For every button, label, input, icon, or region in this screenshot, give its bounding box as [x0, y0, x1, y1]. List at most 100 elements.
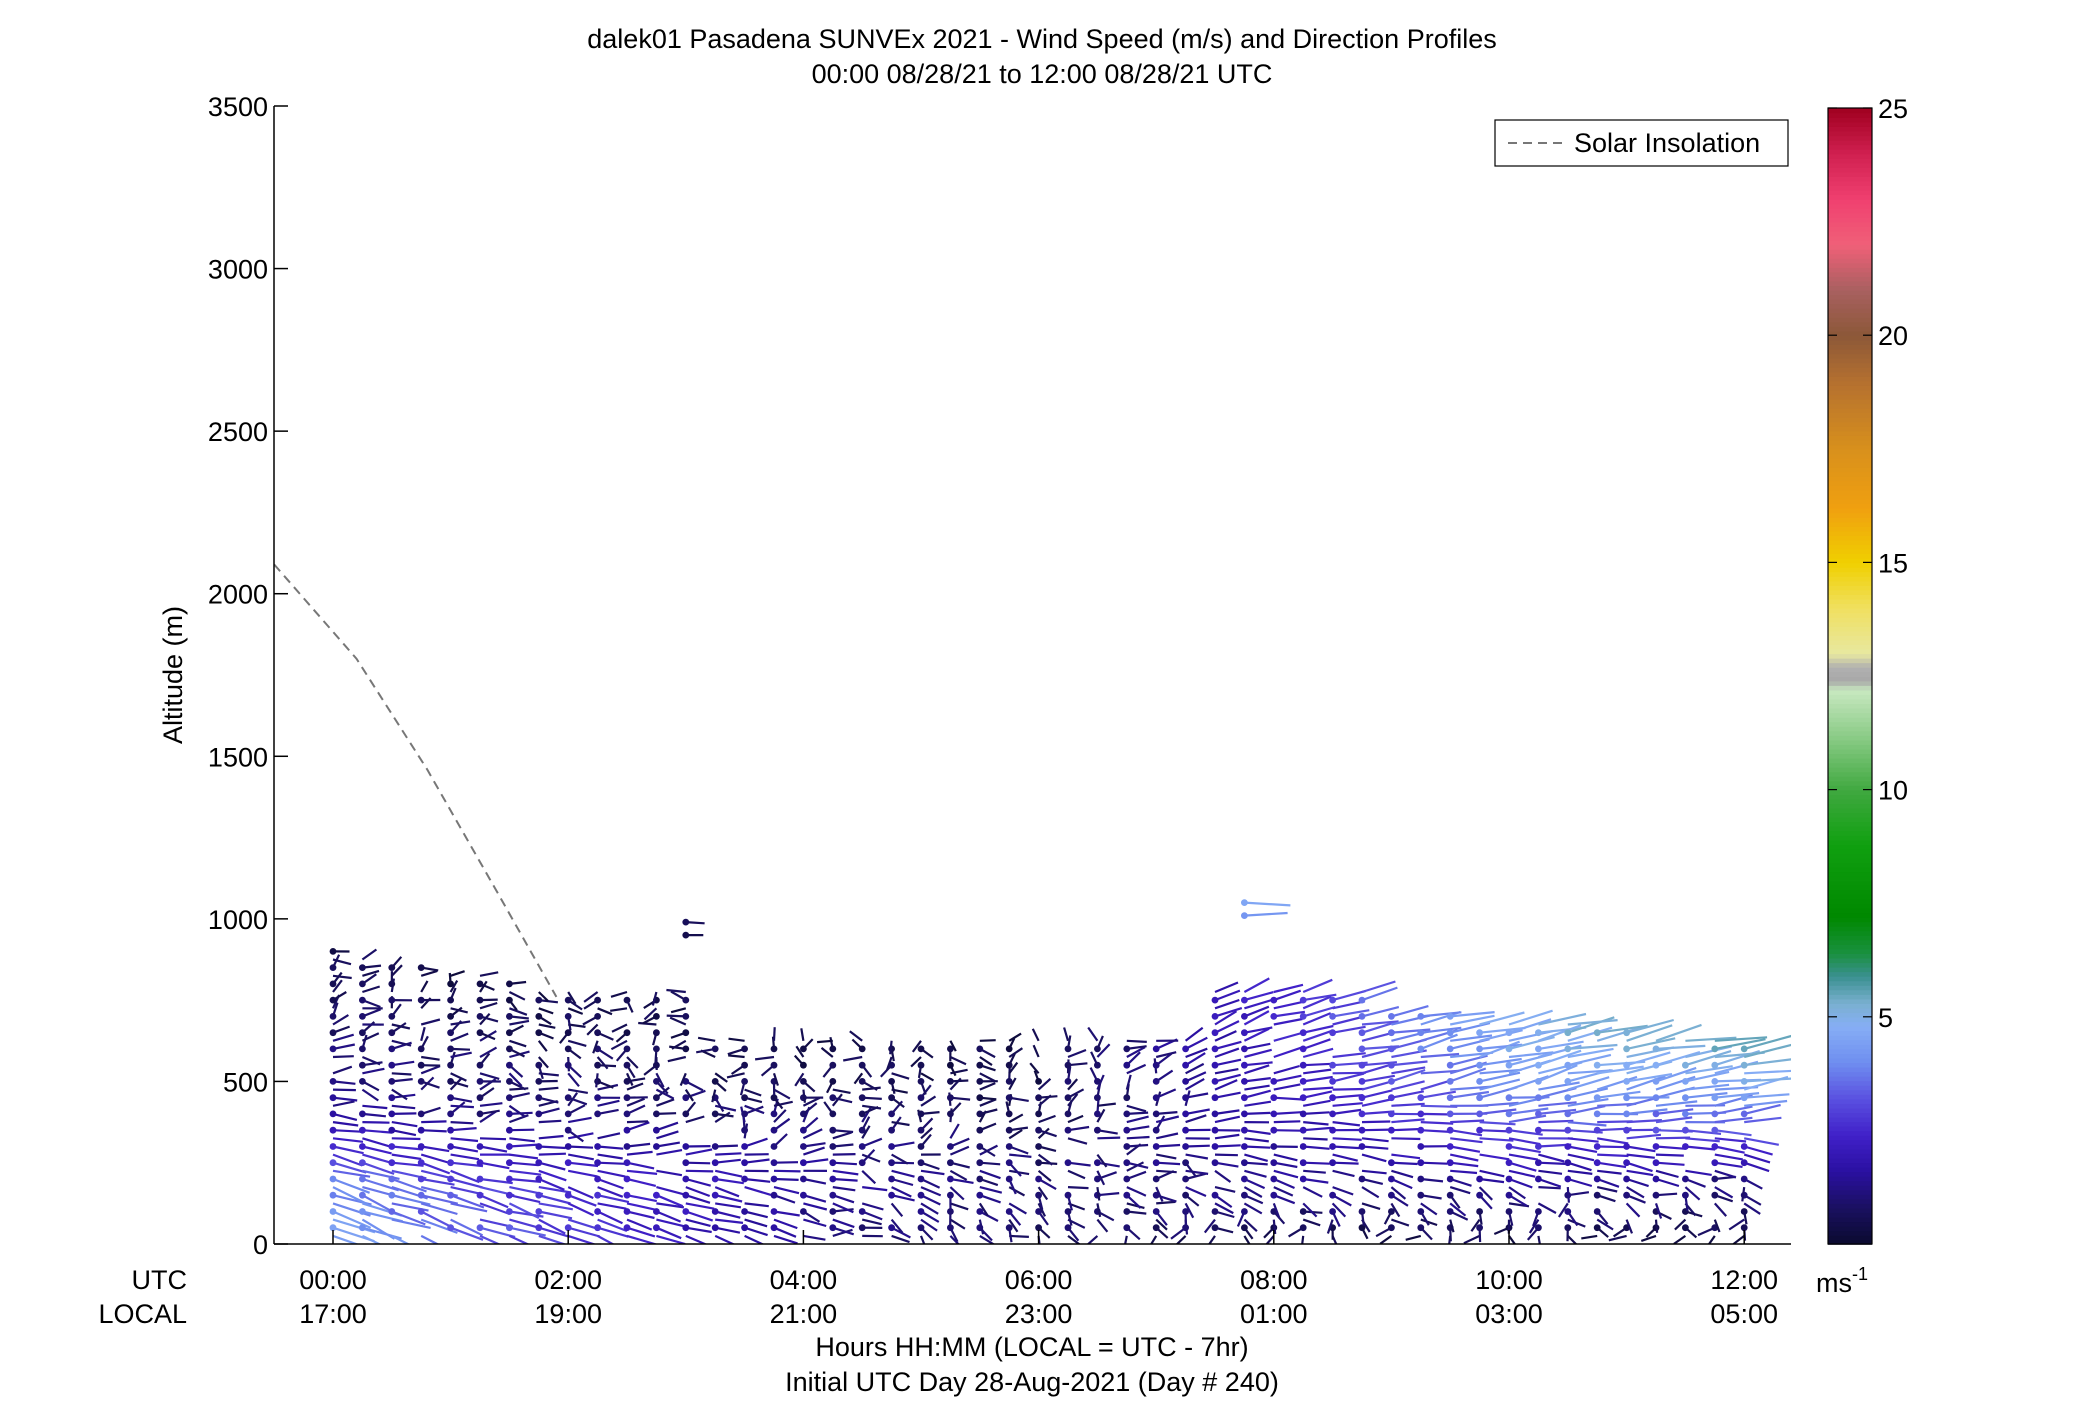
colorbar-segment: [1828, 485, 1872, 491]
wind-barb-dot: [564, 1126, 572, 1134]
wind-barb: [1272, 1203, 1281, 1219]
colorbar-segment: [1828, 780, 1872, 786]
wind-barb: [391, 1137, 421, 1141]
wind-barb-dot: [623, 1126, 631, 1134]
wind-barb: [479, 1226, 516, 1239]
wind-barb: [1714, 1153, 1743, 1161]
wind-barb: [744, 1226, 768, 1237]
wind-barb: [1655, 1116, 1693, 1124]
wind-barb: [655, 1072, 665, 1088]
wind-barb: [595, 1073, 599, 1088]
wind-barb-dot: [682, 996, 690, 1004]
wind-barb: [1626, 1119, 1662, 1124]
wind-barb-dot: [1241, 1013, 1248, 1020]
colorbar-segment: [1828, 1021, 1872, 1027]
wind-barb-dot: [329, 1094, 337, 1102]
colorbar-segment: [1828, 653, 1872, 659]
wind-barb: [754, 1055, 775, 1061]
wind-barb: [479, 1001, 498, 1010]
wind-barb: [362, 969, 380, 977]
wind-barb-dot: [476, 1061, 484, 1069]
wind-barb: [1156, 1143, 1181, 1148]
wind-barb: [1303, 1161, 1330, 1165]
wind-barb: [832, 1186, 856, 1192]
wind-barb: [802, 1128, 823, 1140]
wind-barb-dot: [1593, 1094, 1601, 1102]
wind-barb: [714, 1072, 728, 1083]
wind-barb-dot: [1740, 1078, 1748, 1085]
colorbar-segment: [1828, 1144, 1872, 1150]
wind-barb: [1567, 1153, 1595, 1162]
wind-barb-dot: [1593, 1029, 1601, 1037]
wind-barb-dot: [1094, 1175, 1101, 1183]
y-axis-label: Altitude (m): [158, 606, 188, 744]
wind-barb-dot: [1417, 1029, 1425, 1037]
wind-barb: [568, 1153, 594, 1161]
wind-barb: [685, 1161, 711, 1165]
colorbar-segment: [1828, 348, 1872, 355]
wind-barb: [420, 1194, 459, 1205]
wind-barb-dot: [1299, 1013, 1307, 1020]
wind-barb-dot: [359, 1208, 366, 1215]
wind-barb: [1538, 1049, 1582, 1067]
wind-barb: [1185, 1047, 1208, 1059]
colorbar-segment: [1828, 162, 1872, 168]
wind-barb: [626, 1056, 639, 1069]
wind-barb: [450, 1051, 472, 1059]
wind-barb-dot: [1299, 1175, 1307, 1183]
colorbar-segment: [1828, 698, 1872, 705]
wind-barb: [538, 1007, 554, 1015]
wind-barb-dot: [359, 1143, 366, 1150]
wind-barb-dot: [1388, 1175, 1395, 1183]
wind-barb: [832, 1218, 855, 1229]
colorbar-segment: [1828, 830, 1872, 836]
colorbar-segment: [1828, 453, 1872, 459]
wind-barb: [1244, 1048, 1272, 1059]
wind-barb: [509, 1143, 539, 1148]
wind-barb: [1567, 1161, 1592, 1172]
wind-barb: [509, 1153, 539, 1160]
wind-barb: [1332, 1153, 1358, 1162]
wind-barb-dot: [1476, 1029, 1483, 1037]
wind-barb-dot: [564, 1110, 572, 1118]
wind-barb: [509, 1169, 542, 1176]
wind-barb: [772, 1072, 779, 1086]
wind-barb: [1067, 1137, 1088, 1145]
colorbar-segment: [1828, 598, 1872, 605]
wind-barb: [1463, 1234, 1481, 1244]
wind-barb: [1450, 1137, 1483, 1144]
wind-barb: [1479, 1071, 1521, 1083]
wind-barb: [1470, 1218, 1481, 1232]
wind-barb-dot: [1711, 1126, 1719, 1134]
wind-barb-dot: [1446, 1175, 1454, 1183]
wind-barb-dot: [1623, 1143, 1630, 1150]
colorbar-segment: [1828, 189, 1872, 196]
wind-barb-dot: [888, 1159, 895, 1167]
wind-barb: [1714, 1105, 1753, 1115]
colorbar-segment: [1828, 607, 1872, 614]
wind-barb: [450, 1145, 479, 1153]
wind-barb: [1185, 1108, 1210, 1115]
wind-barb-dot: [1329, 1126, 1336, 1134]
wind-barb: [1655, 1161, 1685, 1166]
colorbar-segment: [1828, 707, 1872, 714]
colorbar-segment: [1828, 562, 1872, 568]
wind-barb: [1244, 1129, 1271, 1135]
wind-barb: [1508, 1035, 1555, 1050]
wind-barb-dot: [447, 1191, 454, 1199]
wind-barb-dot: [858, 1110, 866, 1118]
wind-barb-dot: [1358, 1126, 1366, 1134]
wind-barb-dot: [1123, 1094, 1131, 1102]
wind-barb: [1479, 1029, 1523, 1042]
wind-barb-dot: [359, 1224, 366, 1232]
wind-barb: [420, 1234, 440, 1244]
wind-barb-dot: [1182, 1191, 1189, 1199]
wind-barb: [1391, 1068, 1426, 1083]
wind-barb: [1124, 1235, 1128, 1244]
wind-barb-dot: [1241, 912, 1248, 920]
wind-barb: [685, 1202, 715, 1210]
wind-barb: [803, 1218, 827, 1228]
wind-barb-dot: [1682, 1110, 1689, 1118]
wind-barb: [538, 991, 549, 1002]
wind-barb: [1361, 1005, 1400, 1018]
